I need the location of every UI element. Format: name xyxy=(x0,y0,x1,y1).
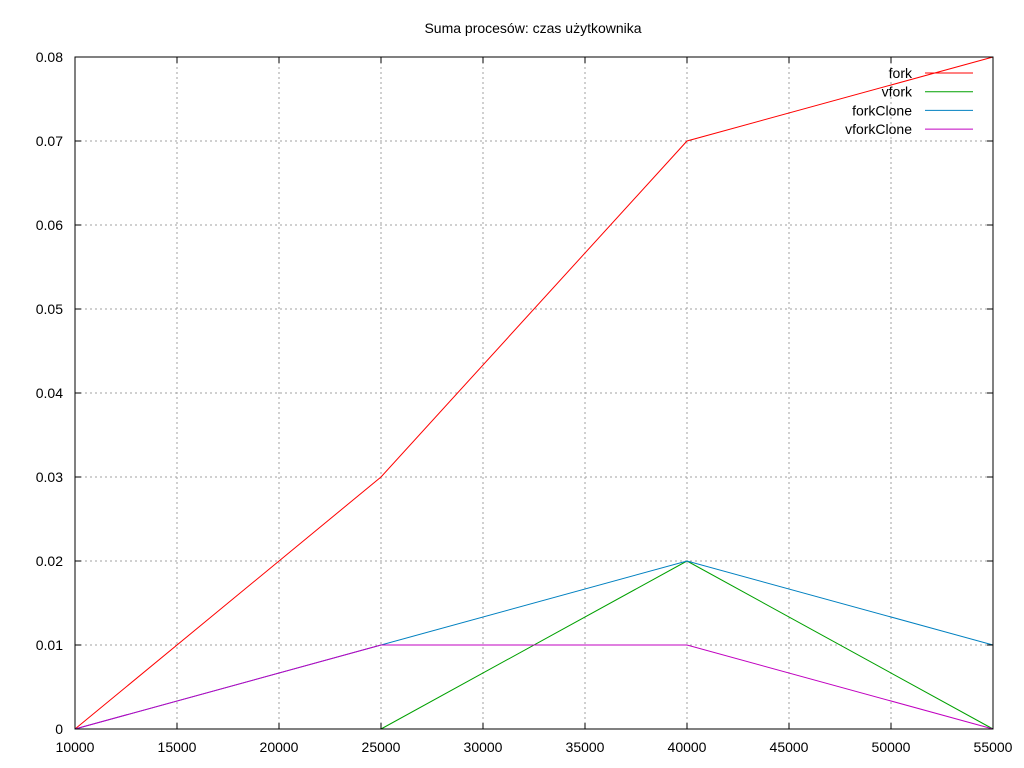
y-tick-label: 0.01 xyxy=(36,637,63,653)
x-tick-label: 10000 xyxy=(56,739,95,755)
y-tick-label: 0.03 xyxy=(36,469,63,485)
grid xyxy=(75,57,993,729)
y-tick-label: 0.08 xyxy=(36,49,63,65)
x-tick-label: 50000 xyxy=(872,739,911,755)
x-tick-label: 55000 xyxy=(974,739,1013,755)
legend-label-forkclone: forkClone xyxy=(852,102,912,118)
series-line-vforkclone xyxy=(74,644,994,730)
plot-series xyxy=(74,56,994,730)
legend-label-fork: fork xyxy=(889,65,913,81)
x-tick-label: 45000 xyxy=(770,739,809,755)
x-tick-label: 35000 xyxy=(566,739,605,755)
y-tick-label: 0 xyxy=(55,721,63,737)
y-tick-label: 0.05 xyxy=(36,301,63,317)
y-tick-label: 0.02 xyxy=(36,553,63,569)
y-tick-label: 0.04 xyxy=(36,385,63,401)
x-tick-label: 20000 xyxy=(260,739,299,755)
x-tick-label: 15000 xyxy=(158,739,197,755)
x-tick-label: 30000 xyxy=(464,739,503,755)
y-tick-label: 0.06 xyxy=(36,217,63,233)
axis-ticks: 10000 15000 20000 25000 30000 35000 40000 45000… xyxy=(36,49,1013,755)
legend-label-vforkclone: vforkClone xyxy=(845,121,912,137)
y-tick-label: 0.07 xyxy=(36,133,63,149)
legend-label-vfork: vfork xyxy=(882,84,913,100)
x-tick-label: 25000 xyxy=(362,739,401,755)
chart-title: Suma procesów: czas użytkownika xyxy=(424,20,641,36)
x-tick-label: 40000 xyxy=(668,739,707,755)
legend: fork vfork forkClone vforkClone xyxy=(845,65,973,137)
series-line-fork xyxy=(74,56,994,730)
